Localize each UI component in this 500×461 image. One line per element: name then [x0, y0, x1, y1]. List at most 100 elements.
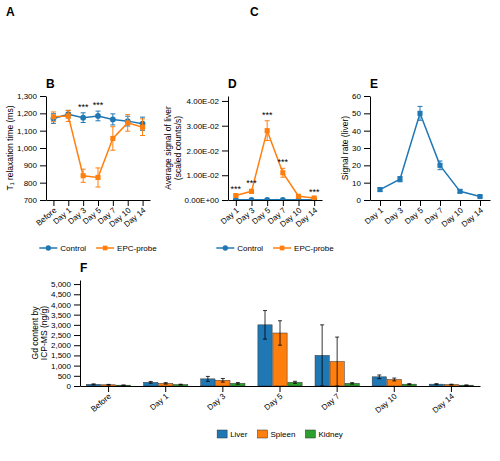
x-axis: BeforeDay 1Day 3Day 5Day 7Day 10Day 14 — [35, 200, 151, 229]
y-tick: 1,100 — [17, 127, 46, 136]
marker — [280, 170, 285, 175]
y-tick: 5,000 — [51, 280, 80, 289]
tick-mark — [74, 355, 80, 356]
tick-mark — [143, 200, 144, 206]
x-tick: Day 14 — [460, 200, 486, 229]
x-tick: Day 14 — [122, 200, 148, 229]
bar — [459, 385, 473, 386]
y-tick: 800 — [24, 179, 46, 188]
tick-label: 1,000 — [17, 144, 38, 153]
tick-mark — [337, 386, 338, 392]
error-bar — [335, 337, 339, 386]
tick-mark — [364, 96, 370, 97]
tick-label: 1,100 — [17, 127, 38, 136]
figure: ACB7008009001,0001,1001,2001,300BeforeDa… — [0, 0, 500, 461]
panel-title: F — [80, 261, 87, 275]
plot-area — [51, 110, 146, 187]
line — [236, 199, 314, 200]
legend-marker — [103, 246, 108, 251]
y-tick: 900 — [24, 161, 46, 170]
marker — [397, 177, 402, 182]
error-bar — [377, 375, 381, 379]
y-axis: 0.00E+00 1.00E-02 2.00E-02 3.00E-02 4.00E-02 — [185, 97, 229, 206]
bar — [402, 384, 416, 386]
marker — [264, 197, 270, 200]
marker — [233, 193, 238, 198]
tick-mark — [222, 126, 228, 127]
y-tick: 4.00E-02 — [187, 97, 228, 106]
series — [116, 381, 473, 386]
tick-mark — [451, 386, 452, 392]
marker — [95, 175, 100, 180]
legend-marker — [280, 246, 285, 251]
marker — [437, 163, 442, 168]
tick-label: Day 1 — [148, 391, 170, 412]
tick-label: 800 — [24, 179, 38, 188]
tick-label: Day 10 — [373, 391, 399, 415]
error-bar — [66, 110, 71, 121]
tick-label: 1.00E-02 — [187, 171, 220, 180]
legend-swatch — [257, 430, 267, 438]
tick-mark — [83, 200, 84, 206]
series — [51, 110, 146, 130]
legend: ControlEPC-probe — [216, 244, 334, 253]
tick-mark — [364, 200, 370, 201]
tick-mark — [364, 131, 370, 132]
tick-mark — [74, 345, 80, 346]
error-bar — [449, 384, 453, 386]
bar — [174, 385, 188, 386]
chart-root: ACB7008009001,0001,1001,2001,300BeforeDa… — [0, 0, 500, 461]
error-bar — [110, 127, 115, 151]
error-bar — [122, 385, 126, 386]
tick-mark — [74, 284, 80, 285]
tick-label: Day 14 — [460, 205, 486, 229]
y-tick: 0 — [67, 382, 80, 391]
error-bar — [278, 321, 282, 345]
marker — [377, 187, 382, 192]
error-bar — [164, 383, 168, 384]
x-tick: Day 7 — [320, 386, 342, 412]
panel: E0102030405060Day 1Day 3Day 5Day 7Day 10… — [340, 77, 490, 229]
series — [51, 110, 145, 187]
tick-mark — [128, 200, 129, 206]
error-bar — [398, 177, 403, 182]
tick-mark — [165, 386, 166, 392]
tick-mark — [222, 150, 228, 151]
tick-mark — [74, 294, 80, 295]
panel-title: E — [370, 77, 378, 91]
y-tick: 1,000 — [17, 144, 46, 153]
tick-mark — [74, 304, 80, 305]
y-tick: 2.00E-02 — [187, 147, 228, 156]
error-bar — [293, 381, 297, 383]
y-tick: 50 — [352, 109, 370, 118]
error-bar — [107, 384, 111, 386]
tick-mark — [74, 335, 80, 336]
y-tick: 0.00E+00 — [185, 196, 228, 205]
y-tick: 1,200 — [17, 109, 46, 118]
y-tick: 0 — [357, 196, 370, 205]
legend-label: Control — [60, 244, 86, 253]
tick-mark — [40, 113, 46, 114]
tick-label: 1,000 — [51, 362, 72, 371]
axis-line — [371, 200, 491, 201]
error-bar — [125, 115, 130, 132]
tick-mark — [40, 200, 46, 201]
line — [380, 113, 480, 196]
y-tick: 40 — [352, 127, 370, 136]
tick-label: 1,500 — [51, 351, 72, 360]
legend-item: EPC-probe — [96, 244, 157, 253]
x-tick: Day 1 — [363, 200, 385, 226]
x-tick: Day 10 — [373, 386, 399, 415]
legend-label: Spleen — [270, 430, 295, 439]
tick-mark — [280, 386, 281, 392]
y-tick: 30 — [352, 144, 370, 153]
tick-label: 3.00E-02 — [187, 122, 220, 131]
error-bar — [350, 383, 354, 384]
tick-mark — [68, 200, 69, 206]
plot-area — [86, 311, 473, 386]
y-tick: 10 — [352, 179, 370, 188]
error-bar — [378, 188, 383, 191]
bar — [231, 383, 245, 386]
tick-label: Day 3 — [205, 391, 227, 412]
x-axis: Day 1Day 3Day 5Day 7Day 10Day 14 — [363, 200, 490, 229]
